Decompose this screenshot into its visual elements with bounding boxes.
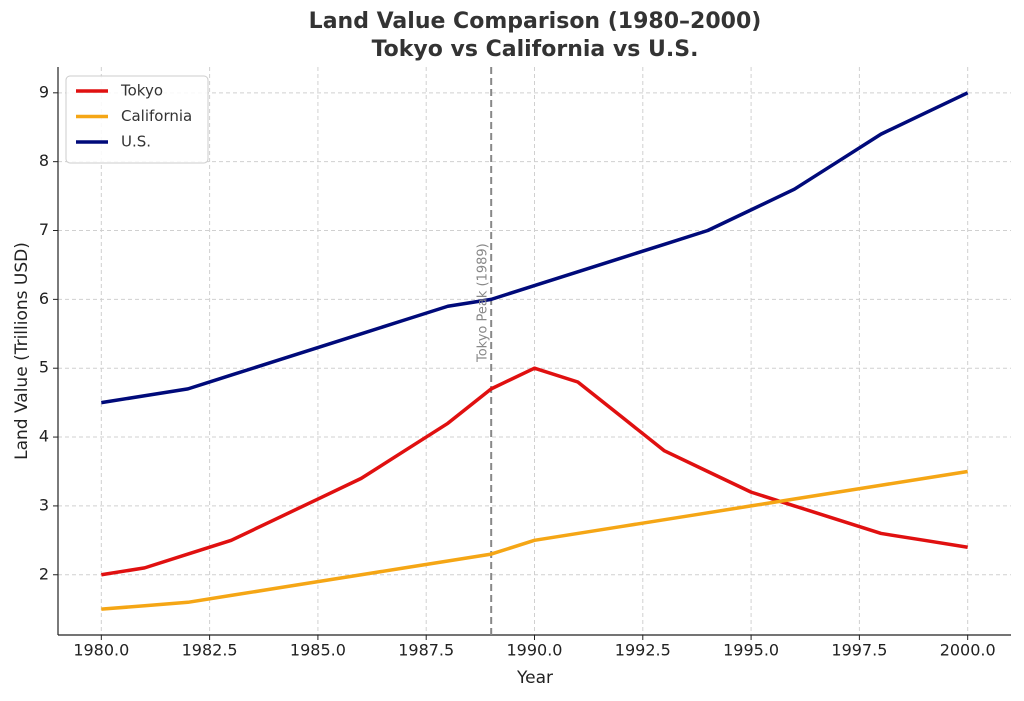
x-tick-label: 1980.0 <box>73 641 129 660</box>
y-tick-label: 2 <box>39 564 49 583</box>
y-tick-label: 3 <box>39 495 49 514</box>
line-series <box>101 91 969 405</box>
x-tick-label: 1995.0 <box>723 641 779 660</box>
y-tick-label: 6 <box>39 289 49 308</box>
x-tick-label: 1990.0 <box>507 641 563 660</box>
x-tick-label: 1982.5 <box>182 641 238 660</box>
legend-label: Tokyo <box>120 82 163 100</box>
y-tick-label: 7 <box>39 220 49 239</box>
y-tick-label: 5 <box>39 358 49 377</box>
legend-label: U.S. <box>121 133 151 151</box>
y-tick-label: 4 <box>39 427 49 446</box>
legend-label: California <box>121 107 192 125</box>
y-tick-label: 8 <box>39 151 49 170</box>
x-tick-label: 1985.0 <box>290 641 346 660</box>
x-tick-label: 1992.5 <box>615 641 671 660</box>
y-axis-label: Land Value (Trillions USD) <box>12 242 32 460</box>
x-tick-label: 1987.5 <box>398 641 454 660</box>
line-series <box>101 366 968 577</box>
x-axis-label: Year <box>516 668 553 688</box>
line-series <box>101 469 968 611</box>
x-tick-label: 1997.5 <box>831 641 887 660</box>
annotation-text: Tokyo Peak (1989) <box>476 243 491 363</box>
y-tick-label: 9 <box>39 82 49 101</box>
chart-subtitle: Tokyo vs California vs U.S. <box>372 37 699 62</box>
chart-title: Land Value Comparison (1980–2000) <box>309 9 762 34</box>
x-tick-label: 2000.0 <box>940 641 996 660</box>
